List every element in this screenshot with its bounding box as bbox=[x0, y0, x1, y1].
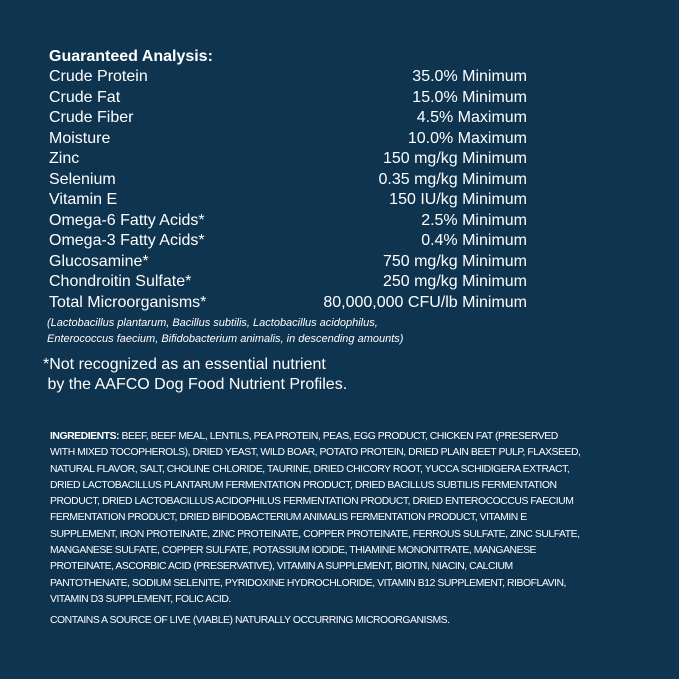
note-line: Enterococcus faecium, Bifidobacterium an… bbox=[47, 333, 404, 345]
nutrient-name: Selenium bbox=[49, 170, 116, 188]
analysis-row: Vitamin E 150 IU/kg Minimum bbox=[49, 190, 527, 211]
analysis-row: Zinc 150 mg/kg Minimum bbox=[49, 149, 527, 170]
ingredients-list: INGREDIENTS: BEEF, BEEF MEAL, LENTILS, P… bbox=[50, 429, 581, 608]
nutrient-value: 250 mg/kg Minimum bbox=[382, 273, 527, 290]
nutrient-value: 15.0% Minimum bbox=[412, 88, 527, 106]
analysis-row: Glucosamine* 750 mg/kg Minimum bbox=[49, 252, 527, 273]
nutrient-value: 750 mg/kg Minimum bbox=[382, 252, 527, 270]
aafco-footnote: *Not recognized as an essential nutrient… bbox=[43, 355, 347, 394]
analysis-row: Crude Fiber 4.5% Maximum bbox=[49, 108, 527, 129]
note-line: (Lactobacillus plantarum, Bacillus subti… bbox=[47, 317, 378, 329]
analysis-table: Crude Protein 35.0% Minimum Crude Fat 15.0%… bbox=[49, 67, 527, 313]
nutrient-name: Chondroitin Sulfate* bbox=[49, 273, 192, 290]
nutrient-name: Crude Fiber bbox=[49, 109, 134, 126]
nutrient-name: Glucosamine* bbox=[49, 252, 149, 270]
guaranteed-analysis-title: Guaranteed Analysis: bbox=[49, 48, 213, 65]
ingredients-line: PRODUCT, DRIED LACTOBACILLUS ACIDOPHILUS… bbox=[50, 496, 574, 508]
ingredients-line: VITAMIN D3 SUPPLEMENT, FOLIC ACID. bbox=[50, 593, 231, 605]
nutrient-name: Omega-6 Fatty Acids* bbox=[49, 211, 205, 229]
analysis-row: Crude Fat 15.0% Minimum bbox=[49, 88, 527, 109]
ingredients-line: WITH MIXED TOCOPHEROLS), DRIED YEAST, WI… bbox=[50, 447, 581, 459]
ingredients-line: PANTOTHENATE, SODIUM SELENITE, PYRIDOXIN… bbox=[50, 577, 566, 589]
ingredients-line: MANGANESE SULFATE, COPPER SULFATE, POTAS… bbox=[50, 545, 537, 557]
nutrient-value: 150 IU/kg Minimum bbox=[389, 191, 527, 208]
nutrient-name: Vitamin E bbox=[49, 191, 118, 208]
nutrient-value: 0.4% Minimum bbox=[421, 232, 527, 249]
footnote-line: by the AAFCO Dog Food Nutrient Profiles. bbox=[43, 375, 348, 393]
nutrient-value: 80,000,000 CFU/lb Minimum bbox=[323, 293, 527, 311]
ingredients-line: NATURAL FLAVOR, SALT, CHOLINE CHLORIDE, … bbox=[50, 463, 570, 475]
nutrient-value: 150 mg/kg Minimum bbox=[382, 150, 527, 167]
ingredients-line: INGREDIENTS: BEEF, BEEF MEAL, LENTILS, P… bbox=[50, 429, 580, 445]
ingredients-label: INGREDIENTS: bbox=[50, 431, 120, 442]
footnote-line: *Not recognized as an essential nutrient bbox=[43, 356, 326, 373]
nutrient-value: 35.0% Minimum bbox=[412, 68, 527, 85]
analysis-row: Omega-6 Fatty Acids* 2.5% Minimum bbox=[49, 211, 527, 232]
ingredients-line: PROTEINATE, ASCORBIC ACID (PRESERVATIVE)… bbox=[50, 561, 513, 573]
nutrient-name: Total Microorganisms* bbox=[49, 293, 207, 311]
ingredients-text: BEEF, BEEF MEAL, LENTILS, PEA PROTEIN, P… bbox=[119, 431, 559, 442]
analysis-row: Crude Protein 35.0% Minimum bbox=[49, 67, 527, 88]
nutrient-name: Omega-3 Fatty Acids* bbox=[49, 232, 205, 249]
analysis-row: Moisture 10.0% Maximum bbox=[49, 129, 527, 150]
analysis-row: Chondroitin Sulfate* 250 mg/kg Minimum bbox=[49, 272, 527, 293]
ingredients-line: SUPPLEMENT, IRON PROTEINATE, ZINC PROTEI… bbox=[50, 528, 580, 540]
nutrient-value: 2.5% Minimum bbox=[421, 211, 527, 229]
live-microorganisms-statement: CONTAINS A SOURCE OF LIVE (VIABLE) NATUR… bbox=[50, 615, 450, 626]
nutrient-value: 10.0% Maximum bbox=[407, 129, 527, 147]
nutrient-name: Crude Protein bbox=[49, 68, 148, 85]
microorganism-note: (Lactobacillus plantarum, Bacillus subti… bbox=[47, 315, 403, 347]
nutrient-value: 4.5% Maximum bbox=[416, 109, 527, 126]
nutrient-name: Moisture bbox=[49, 129, 111, 147]
nutrient-name: Zinc bbox=[49, 150, 80, 167]
ingredients-line: FERMENTATION PRODUCT, DRIED BIFIDOBACTER… bbox=[50, 512, 527, 524]
analysis-row: Omega-3 Fatty Acids* 0.4% Minimum bbox=[49, 231, 527, 252]
analysis-row: Total Microorganisms* 80,000,000 CFU/lb M… bbox=[49, 293, 527, 314]
nutrient-name: Crude Fat bbox=[49, 88, 121, 106]
ingredients-line: DRIED LACTOBACILLUS PLANTARUM FERMENTATI… bbox=[50, 479, 557, 491]
analysis-row: Selenium 0.35 mg/kg Minimum bbox=[49, 170, 527, 191]
nutrient-value: 0.35 mg/kg Minimum bbox=[378, 170, 528, 188]
